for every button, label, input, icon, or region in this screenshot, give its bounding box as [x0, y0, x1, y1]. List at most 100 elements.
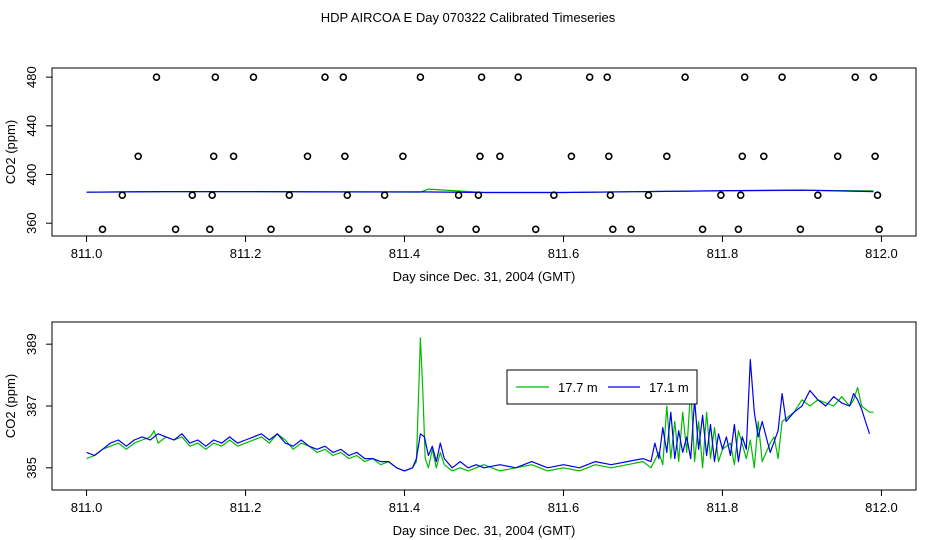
calibration-point [606, 191, 615, 199]
x-tick-label: 811.4 [389, 500, 421, 515]
calibration-point [206, 225, 214, 234]
top-y-ticks: 360 400 440 480 [24, 66, 52, 234]
x-tick-label: 811.0 [71, 246, 103, 261]
calibration-point [339, 73, 348, 81]
calibration-point [603, 73, 612, 81]
calibration-point [454, 191, 463, 199]
calibration-point [871, 152, 879, 161]
calibration-point [188, 191, 197, 199]
calibration-point [740, 73, 749, 81]
calibration-point [550, 191, 558, 199]
series-line-17-1-m [86, 359, 871, 472]
calibration-point [209, 152, 218, 161]
calibration-point [343, 191, 352, 199]
legend-label-17-7: 17.7 m [558, 380, 598, 395]
x-tick-label: 811.8 [707, 500, 739, 515]
calibration-point [608, 225, 617, 234]
bottom-y-axis-label: CO2 (ppm) [3, 374, 18, 438]
x-tick-label: 811.4 [389, 246, 421, 261]
calibration-point [496, 152, 504, 161]
calibration-point [416, 73, 425, 81]
x-tick-label: 811.2 [230, 246, 262, 261]
calibration-point [285, 191, 294, 199]
calibration-point [514, 73, 523, 81]
bottom-y-ticks: 385 387 389 [24, 333, 52, 479]
series-line-17-7-m [86, 337, 874, 472]
y-tick-label: 440 [24, 115, 39, 137]
x-tick-label: 811.6 [548, 246, 580, 261]
calibration-point [778, 73, 786, 81]
calibration-point [759, 152, 768, 161]
calibration-point [229, 152, 238, 161]
calibration-point [662, 152, 671, 161]
calibration-point [567, 152, 576, 161]
calibration-point [303, 152, 312, 161]
y-tick-label: 480 [24, 66, 39, 88]
bottom-panel: 811.0 811.2 811.4 811.6 811.8 812.0 385 387 389… [3, 321, 917, 538]
calibration-point [734, 225, 743, 234]
x-tick-label: 812.0 [865, 500, 898, 515]
calibration-point [585, 73, 594, 81]
calibration-point [341, 152, 349, 161]
calibration-point [604, 152, 613, 161]
calibration-point [717, 191, 725, 199]
x-tick-label: 811.0 [71, 500, 103, 515]
legend: 17.7 m 17.1 m [506, 369, 698, 405]
calibration-point [698, 225, 707, 234]
y-tick-label: 387 [24, 395, 39, 417]
calibration-point [363, 225, 372, 234]
calibration-point [98, 225, 107, 234]
top-x-axis-label: Day since Dec. 31, 2004 (GMT) [393, 269, 576, 284]
calibration-point [869, 73, 878, 81]
y-tick-label: 400 [24, 164, 39, 186]
calibration-point [436, 225, 445, 234]
calibration-point [208, 191, 216, 199]
y-tick-label: 385 [24, 457, 39, 479]
series-line-17-1-m [86, 189, 874, 194]
calibration-point [813, 191, 822, 199]
calibration-point [474, 191, 483, 199]
top-plot-area [86, 73, 883, 234]
x-tick-label: 811.2 [230, 500, 262, 515]
calibration-point [345, 225, 353, 234]
calibration-point [171, 225, 180, 234]
calibration-point [627, 225, 635, 234]
calibration-point [531, 225, 540, 234]
calibration-point [833, 152, 842, 161]
calibration-point [134, 152, 142, 161]
calibration-point [118, 191, 127, 199]
figure-title: HDP AIRCOA E Day 070322 Calibrated Times… [321, 10, 616, 25]
legend-label-17-1: 17.1 m [649, 380, 689, 395]
calibration-point [796, 225, 805, 234]
calibration-point [738, 152, 747, 161]
y-tick-label: 389 [24, 333, 39, 355]
calibration-point [644, 191, 653, 199]
calibration-point [476, 152, 484, 161]
top-y-axis-label: CO2 (ppm) [3, 120, 18, 184]
calibration-point [477, 73, 486, 81]
top-panel-frame [51, 67, 917, 237]
x-tick-label: 812.0 [865, 246, 898, 261]
y-tick-label: 360 [24, 212, 39, 234]
calibration-point [211, 73, 220, 81]
calibration-point [875, 225, 883, 234]
bottom-x-axis-label: Day since Dec. 31, 2004 (GMT) [393, 523, 576, 538]
bottom-x-ticks: 811.0 811.2 811.4 811.6 811.8 812.0 [71, 490, 898, 515]
calibration-point [249, 73, 258, 81]
calibration-point [472, 225, 480, 234]
calibration-point [321, 73, 329, 81]
calibration-point [380, 191, 389, 199]
top-x-ticks: 811.0 811.2 811.4 811.6 811.8 812.0 [71, 236, 898, 261]
calibration-point [736, 191, 745, 199]
calibration-point [399, 152, 407, 161]
calibration-point [152, 73, 161, 81]
bottom-plot-area [86, 337, 874, 472]
top-panel: 811.0 811.2 811.4 811.6 811.8 812.0 360 400 440… [3, 66, 917, 284]
calibration-point [681, 73, 689, 81]
calibration-point [873, 191, 882, 199]
calibration-point [267, 225, 275, 234]
x-tick-label: 811.8 [707, 246, 739, 261]
calibration-point [851, 73, 860, 81]
x-tick-label: 811.6 [548, 500, 580, 515]
